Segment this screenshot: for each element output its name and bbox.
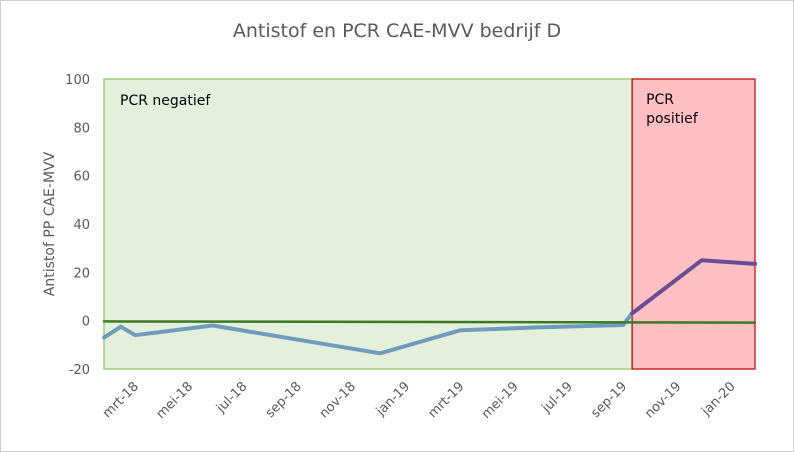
x-tick-label: nov-18 bbox=[317, 379, 359, 421]
y-tick-label: 100 bbox=[65, 73, 90, 88]
y-tick-label: 40 bbox=[73, 218, 90, 233]
x-tick-label: sep-19 bbox=[588, 379, 630, 421]
x-tick-label: jan-20 bbox=[698, 379, 738, 419]
x-tick-label: mrt-19 bbox=[425, 379, 467, 421]
series-line-3 bbox=[102, 320, 757, 324]
x-tick-label: nov-19 bbox=[642, 379, 684, 421]
y-tick-label: -20 bbox=[69, 363, 90, 378]
series-line-1 bbox=[102, 311, 635, 356]
x-tick-label: mei-19 bbox=[479, 379, 522, 422]
region-label-negatief: PCR negatief bbox=[120, 93, 211, 109]
x-tick-label: mei-18 bbox=[153, 379, 196, 422]
y-tick-label: 60 bbox=[73, 170, 90, 185]
x-tick-label: jul-19 bbox=[539, 379, 576, 416]
region-2 bbox=[632, 79, 755, 369]
x-tick-label: mrt-18 bbox=[100, 379, 142, 421]
region-2-border bbox=[631, 78, 756, 370]
x-tick-label: jul-18 bbox=[213, 379, 250, 416]
x-tick-label: sep-18 bbox=[263, 379, 305, 421]
chart-title: Antistof en PCR CAE-MVV bedrijf D bbox=[232, 20, 562, 42]
series-line-2 bbox=[630, 258, 757, 316]
y-tick-label: 80 bbox=[73, 121, 90, 136]
x-tick-label: jan-19 bbox=[373, 379, 413, 419]
region-label-positief: PCR positief bbox=[646, 92, 699, 127]
y-tick-label: 20 bbox=[73, 266, 90, 281]
y-tick-label: 0 bbox=[82, 315, 90, 330]
y-axis-label: Antistof PP CAE-MVV bbox=[42, 151, 58, 296]
